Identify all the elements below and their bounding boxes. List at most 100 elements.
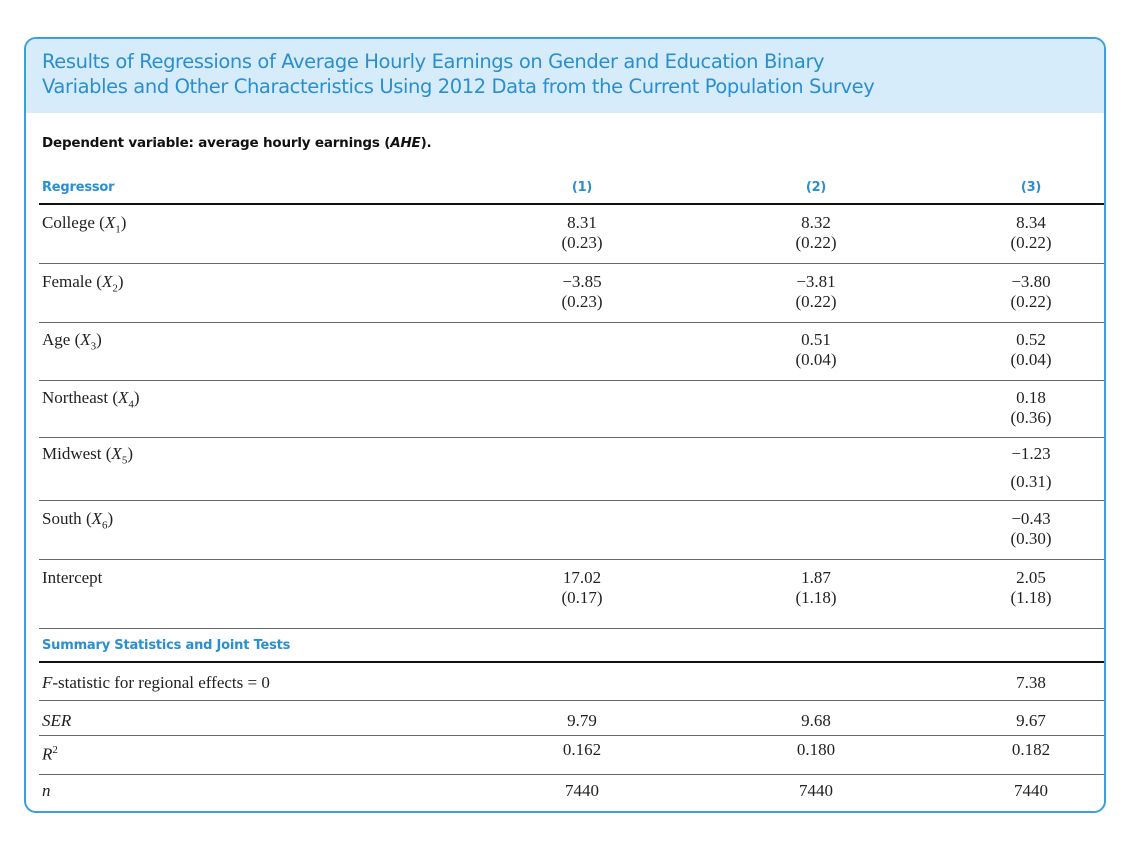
- row-label-text: College: [42, 213, 95, 232]
- row-label: Age (X3): [42, 330, 102, 356]
- row-divider: [39, 380, 1104, 381]
- coefficient-value: 0.51: [801, 330, 831, 349]
- summary-value: 7440: [565, 781, 599, 800]
- coefficient-cell: 0.18 (0.36): [991, 388, 1071, 428]
- summary-label: F-statistic for regional effects = 0: [42, 673, 270, 693]
- coefficient-value: −3.81: [796, 272, 836, 291]
- column-header-2: (2): [805, 180, 827, 195]
- coefficient-value: 8.31: [567, 213, 597, 232]
- row-label-symbol: (X3): [70, 330, 102, 353]
- row-divider: [39, 437, 1104, 438]
- summary-label-symbol: SER: [42, 711, 72, 730]
- row-label-text: Female: [42, 272, 93, 291]
- coefficient-cell: 17.02 (0.17): [542, 568, 622, 608]
- row-divider: [39, 559, 1104, 560]
- summary-label-symbol: R: [42, 744, 53, 764]
- coefficient-cell: 0.51 (0.04): [776, 330, 856, 370]
- coefficient-cell: −1.23 (0.31): [991, 444, 1071, 492]
- summary-label-text: -statistic for regional effects = 0: [52, 673, 270, 692]
- row-label: Midwest (X5): [42, 444, 133, 470]
- standard-error-value: (0.31): [1010, 472, 1052, 491]
- row-label: Intercept: [42, 568, 102, 588]
- table-title-line-1: Results of Regressions of Average Hourly…: [42, 50, 825, 73]
- summary-label-symbol: F: [42, 673, 53, 692]
- coefficient-cell: 0.52 (0.04): [991, 330, 1071, 370]
- row-label-symbol: (X4): [108, 388, 140, 411]
- coefficient-cell: −0.43 (0.30): [991, 509, 1071, 549]
- depvar-suffix: ).: [420, 135, 432, 151]
- row-label-text: Age: [42, 330, 71, 349]
- summary-label: SER: [42, 711, 71, 731]
- summary-value: 0.162: [562, 740, 602, 759]
- summary-value: 9.79: [567, 711, 597, 730]
- row-divider: [39, 628, 1104, 629]
- depvar-prefix: Dependent variable: average hourly earni…: [42, 135, 391, 151]
- row-label: Northeast (X4): [42, 388, 140, 414]
- coefficient-value: 0.52: [1016, 330, 1046, 349]
- standard-error-value: (0.36): [1010, 408, 1052, 427]
- summary-label-superscript: 2: [52, 744, 58, 756]
- standard-error-value: (0.22): [795, 233, 837, 252]
- row-label: Female (X2): [42, 272, 124, 298]
- summary-value: 0.182: [1011, 740, 1051, 759]
- row-label-text: Northeast: [42, 388, 109, 407]
- summary-value: 7.38: [1016, 673, 1046, 692]
- row-label-symbol: (X2): [92, 272, 124, 295]
- summary-rule: [39, 661, 1104, 663]
- standard-error-value: (0.22): [795, 292, 837, 311]
- row-label-text: Midwest: [42, 444, 102, 463]
- coefficient-value: 8.32: [801, 213, 831, 232]
- coefficient-value: −3.85: [562, 272, 602, 291]
- row-label-symbol: (X1): [94, 213, 127, 236]
- standard-error-value: (1.18): [1010, 588, 1052, 607]
- row-label: College (X1): [42, 213, 126, 239]
- coefficient-value: 0.18: [1016, 388, 1046, 407]
- summary-label: R2: [42, 740, 58, 765]
- column-header-1: (1): [571, 180, 593, 195]
- summary-label-symbol: n: [42, 781, 51, 800]
- coefficient-cell: 2.05 (1.18): [991, 568, 1071, 608]
- row-divider: [39, 500, 1104, 501]
- row-divider: [39, 322, 1104, 323]
- standard-error-value: (0.30): [1010, 529, 1052, 548]
- summary-value: 0.180: [796, 740, 836, 759]
- row-label-symbol: (X6): [81, 509, 114, 532]
- coefficient-value: −3.80: [1011, 272, 1051, 291]
- row-label-symbol: (X5): [101, 444, 133, 467]
- standard-error-value: (1.18): [795, 588, 837, 607]
- regression-results-box: Results of Regressions of Average Hourly…: [24, 37, 1106, 813]
- summary-value: 7440: [1014, 781, 1048, 800]
- column-header-regressor: Regressor: [42, 180, 115, 195]
- depvar-abbr: AHE: [390, 135, 421, 151]
- coefficient-value: 17.02: [562, 568, 602, 587]
- coefficient-cell: −3.80 (0.22): [991, 272, 1071, 312]
- standard-error-value: (0.23): [561, 292, 603, 311]
- summary-value: 7440: [799, 781, 833, 800]
- coefficient-cell: 8.31 (0.23): [542, 213, 622, 253]
- header-rule: [39, 203, 1104, 205]
- title-bar: Results of Regressions of Average Hourly…: [26, 39, 1104, 113]
- row-label-text: South: [42, 509, 82, 528]
- coefficient-cell: 8.34 (0.22): [991, 213, 1071, 253]
- summary-value: 9.67: [1016, 711, 1046, 730]
- summary-divider: [39, 735, 1104, 736]
- coefficient-value: 8.34: [1016, 213, 1046, 232]
- table-title-line-2: Variables and Other Characteristics Usin…: [42, 75, 875, 98]
- coefficient-cell: 8.32 (0.22): [776, 213, 856, 253]
- row-label: South (X6): [42, 509, 113, 535]
- summary-label: n: [42, 781, 51, 801]
- coefficient-value: −0.43: [1011, 509, 1051, 528]
- standard-error-value: (0.23): [561, 233, 603, 252]
- standard-error-value: (0.17): [561, 588, 603, 607]
- coefficient-value: −1.23: [1011, 444, 1051, 463]
- coefficient-value: 2.05: [1016, 568, 1046, 587]
- row-divider: [39, 263, 1104, 264]
- coefficient-cell: −3.85 (0.23): [542, 272, 622, 312]
- summary-divider: [39, 700, 1104, 701]
- coefficient-value: 1.87: [801, 568, 831, 587]
- coefficient-cell: −3.81 (0.22): [776, 272, 856, 312]
- summary-header: Summary Statistics and Joint Tests: [42, 638, 291, 653]
- summary-divider: [39, 774, 1104, 775]
- summary-value: 9.68: [801, 711, 831, 730]
- column-header-3: (3): [1020, 180, 1042, 195]
